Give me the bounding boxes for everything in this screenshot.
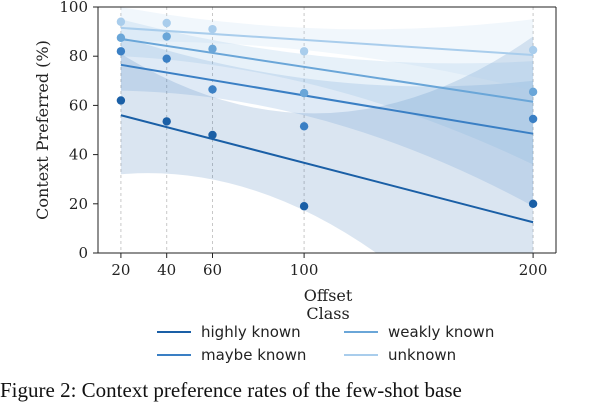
- data-point: [299, 202, 309, 211]
- fit-line-weakly-known: [120, 37, 534, 103]
- band-unknown: [120, 7, 534, 91]
- legend: highly known maybe known weakly known unkno…: [157, 323, 494, 364]
- data-point: [299, 88, 309, 98]
- x-tick-label: 100: [290, 261, 319, 279]
- regression-lines: [120, 26, 534, 224]
- data-point: [528, 114, 538, 124]
- tick-labels: 0 20 40 60 80 100 20 40 60 100 200: [59, 0, 547, 279]
- fit-line-maybe-known: [120, 63, 534, 135]
- x-tick-label: 20: [111, 261, 130, 279]
- fit-line-unknown: [120, 26, 534, 56]
- data-point: [208, 24, 217, 34]
- x-tick-label: 60: [203, 261, 222, 279]
- data-point: [116, 47, 126, 56]
- data-point: [116, 33, 126, 42]
- band-maybe-known: [120, 36, 534, 207]
- data-point: [116, 17, 126, 26]
- x-tick-label: 40: [157, 261, 176, 279]
- data-point: [162, 18, 171, 28]
- legend-label: maybe known: [201, 346, 306, 364]
- data-point: [528, 87, 538, 97]
- data-point: [299, 47, 309, 56]
- data-point: [208, 130, 217, 140]
- x-axis-label: Offset: [304, 286, 353, 305]
- data-point: [162, 32, 171, 41]
- legend-label: highly known: [201, 323, 301, 341]
- data-point: [116, 96, 126, 105]
- data-point: [528, 45, 538, 55]
- y-tick-label: 40: [69, 146, 88, 164]
- figure-caption: Figure 2: Context preference rates of th…: [0, 378, 462, 402]
- x-tick-label: 200: [519, 261, 548, 279]
- y-tick-label: 0: [78, 244, 88, 262]
- data-point: [208, 85, 217, 94]
- legend-label: weakly known: [388, 323, 494, 341]
- legend-label: unknown: [388, 346, 456, 364]
- legend-title: Class: [306, 304, 349, 323]
- y-tick-label: 20: [69, 195, 88, 213]
- data-point: [299, 122, 309, 131]
- data-point: [162, 54, 171, 63]
- data-point: [208, 44, 217, 54]
- y-tick-label: 60: [69, 96, 88, 114]
- chart: 0 20 40 60 80 100 20 40 60 100 200 Offset Context …: [33, 0, 557, 364]
- data-point: [528, 199, 538, 208]
- band-highly-known: [120, 36, 534, 253]
- data-point: [162, 117, 171, 126]
- axes: [93, 6, 557, 258]
- y-axis-label: Context Preferred (%): [33, 40, 52, 220]
- y-tick-label: 100: [59, 0, 88, 16]
- data-points: [116, 17, 538, 211]
- y-tick-label: 80: [69, 47, 88, 65]
- fit-line-highly-known: [120, 114, 534, 224]
